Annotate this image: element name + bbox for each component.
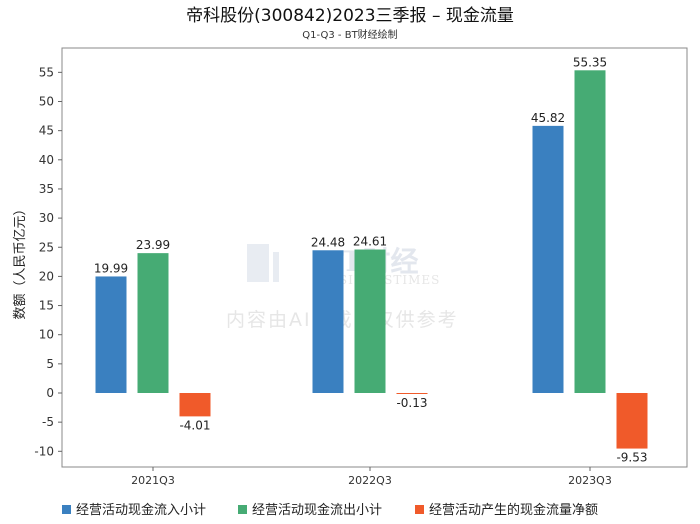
bar — [396, 393, 428, 394]
data-label: 24.61 — [353, 235, 387, 249]
bar — [137, 253, 169, 393]
plot-frame — [61, 47, 688, 468]
y-tick-label: 10 — [39, 328, 54, 342]
y-tick-label: 0 — [46, 386, 54, 400]
y-tick-label: 30 — [39, 211, 54, 225]
x-tick-label: 2023Q3 — [568, 474, 612, 487]
legend-label: 经营活动现金流出小计 — [252, 502, 382, 518]
legend-label: 经营活动产生的现金流量净额 — [429, 502, 598, 518]
plot-area: -10 -5 0 5 10 15 20 25 30 35 40 45 50 55 2021Q3 19.99 23… — [34, 47, 688, 487]
data-label: 23.99 — [136, 238, 170, 252]
legend-swatch — [415, 505, 424, 514]
watermark-logo-icon — [247, 244, 269, 282]
legend-swatch — [62, 505, 71, 514]
y-tick-label: 15 — [39, 299, 54, 313]
y-tick-label: 5 — [46, 357, 54, 371]
data-label: -9.53 — [616, 451, 647, 465]
bar — [574, 70, 606, 393]
bar — [95, 276, 127, 393]
y-tick-label: 20 — [39, 269, 54, 283]
bar — [616, 393, 648, 449]
y-tick-label: 40 — [39, 153, 54, 167]
y-tick-label: 35 — [39, 182, 54, 196]
y-tick-label: 25 — [39, 240, 54, 254]
data-label: -0.13 — [396, 396, 427, 410]
x-tick-label: 2022Q3 — [348, 474, 392, 487]
y-tick-label: 45 — [39, 124, 54, 138]
data-label: 19.99 — [94, 261, 128, 275]
bar — [354, 249, 386, 393]
data-label: 45.82 — [531, 111, 565, 125]
data-label: -4.01 — [179, 418, 210, 432]
y-tick-label: 50 — [39, 95, 54, 109]
bar — [312, 250, 344, 393]
y-tick-label: 55 — [39, 65, 54, 79]
data-label: 55.35 — [573, 55, 607, 69]
x-tick-label: 2021Q3 — [131, 474, 175, 487]
legend: 经营活动现金流入小计 经营活动现金流出小计 经营活动产生的现金流量净额 — [62, 502, 598, 518]
y-axis-label: 数额（人民币亿元） — [13, 202, 28, 319]
bar — [179, 393, 211, 417]
bar — [532, 125, 564, 394]
legend-label: 经营活动现金流入小计 — [76, 502, 206, 518]
chart-title: 帝科股份(300842)2023三季报 – 现金流量 — [186, 6, 514, 26]
legend-swatch — [238, 505, 247, 514]
watermark-logo-icon-bar — [273, 252, 279, 282]
y-tick-label: -5 — [42, 415, 54, 429]
y-tick-label: -10 — [34, 444, 54, 458]
chart-subtitle: Q1-Q3 - BT财经绘制 — [302, 28, 397, 41]
data-label: 24.48 — [311, 235, 345, 249]
